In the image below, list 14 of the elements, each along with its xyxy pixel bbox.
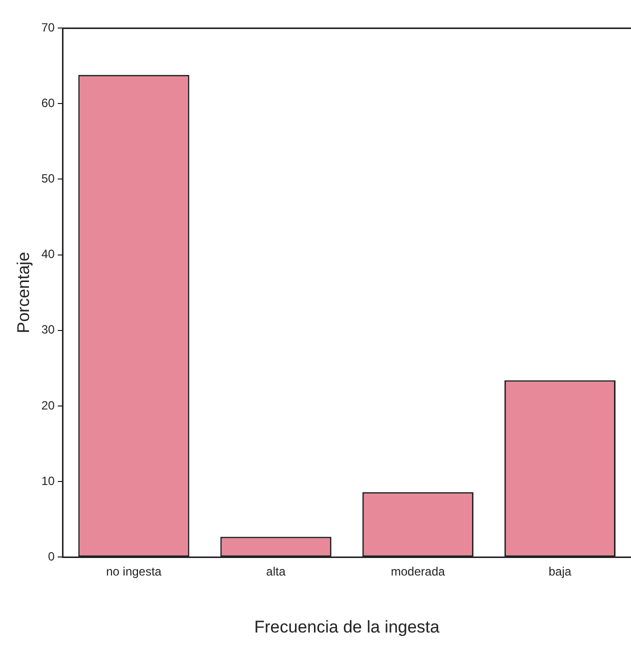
y-tick-label: 50	[41, 172, 56, 186]
y-tick-label: 70	[41, 20, 56, 34]
x-tick-label: moderada	[390, 564, 446, 579]
x-tick-label: no ingesta	[106, 564, 162, 579]
x-axis-title: Frecuencia de la ingesta	[254, 617, 440, 636]
y-tick-label: 40	[41, 247, 56, 262]
y-axis-title: Porcentaje	[14, 252, 33, 334]
y-tick-label: 60	[41, 96, 56, 110]
y-tick-label: 0	[48, 550, 56, 564]
x-tick-label: alta	[266, 564, 286, 579]
y-tick-label: 30	[41, 322, 56, 337]
y-tick-label: 10	[41, 474, 56, 488]
y-tick-label: 20	[41, 398, 56, 412]
x-tick-label: baja	[548, 564, 572, 579]
